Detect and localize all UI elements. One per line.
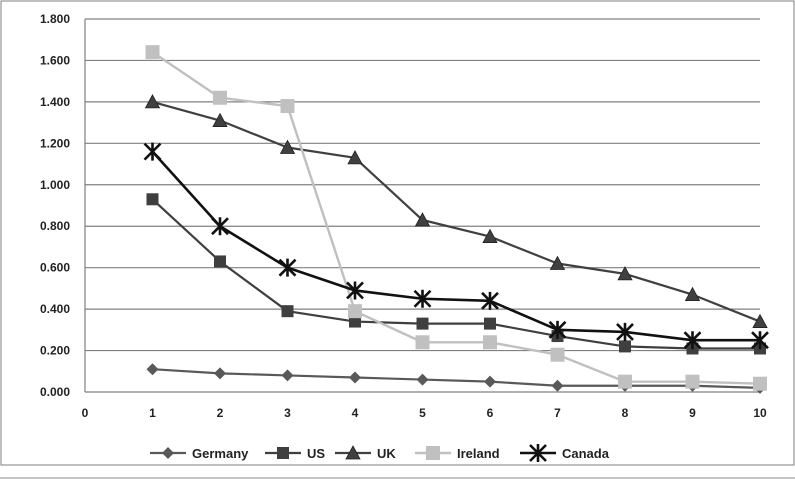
legend-label: US bbox=[307, 446, 325, 461]
data-point bbox=[414, 212, 431, 227]
legend-label: Ireland bbox=[457, 446, 500, 461]
y-tick-label: 0.000 bbox=[40, 385, 70, 399]
data-point bbox=[484, 317, 496, 330]
y-tick-labels: 0.000 0.200 0.400 0.600 0.800 1.000 1.200 1.400… bbox=[40, 12, 70, 399]
legend-marker bbox=[426, 446, 440, 460]
x-tick-labels: 0 1 2 3 4 5 6 7 8 9 10 bbox=[82, 406, 767, 420]
legend-label: Canada bbox=[562, 446, 610, 461]
data-point bbox=[416, 317, 429, 330]
data-point bbox=[349, 371, 361, 384]
data-point bbox=[684, 286, 701, 302]
data-point bbox=[549, 255, 566, 270]
data-point bbox=[413, 289, 432, 308]
data-point bbox=[685, 374, 700, 389]
data-point bbox=[213, 90, 227, 105]
data-point bbox=[211, 217, 229, 236]
legend-item-canada: Canada bbox=[520, 444, 610, 462]
y-tick-label: 1.000 bbox=[40, 178, 70, 192]
x-tick-label: 1 bbox=[149, 406, 156, 420]
y-tick-label: 1.600 bbox=[40, 53, 70, 67]
x-tick-label: 10 bbox=[753, 406, 767, 420]
data-point bbox=[214, 255, 226, 268]
data-point bbox=[143, 142, 162, 161]
x-tick-label: 3 bbox=[284, 406, 291, 420]
series-uk bbox=[144, 94, 768, 328]
axes bbox=[84, 19, 760, 393]
x-tick-label: 2 bbox=[217, 406, 224, 420]
data-point bbox=[146, 363, 159, 376]
legend-marker bbox=[162, 447, 174, 459]
x-tick-label: 4 bbox=[352, 406, 359, 420]
data-point bbox=[278, 258, 297, 277]
x-tick-label: 5 bbox=[419, 406, 426, 420]
legend-item-ireland: Ireland bbox=[415, 446, 500, 461]
y-tick-label: 0.600 bbox=[40, 261, 70, 275]
y-tick-label: 1.800 bbox=[40, 12, 70, 26]
data-point bbox=[279, 139, 296, 154]
data-point bbox=[146, 193, 159, 206]
series-line bbox=[152, 100, 761, 323]
legend-marker bbox=[345, 445, 361, 460]
data-point bbox=[616, 322, 634, 341]
data-point bbox=[551, 379, 564, 392]
data-point bbox=[683, 331, 702, 350]
data-point bbox=[347, 149, 363, 165]
legend-item-uk: UK bbox=[335, 445, 396, 461]
y-tick-label: 0.200 bbox=[40, 344, 70, 358]
y-tick-label: 0.400 bbox=[40, 302, 70, 316]
x-tick-label: 7 bbox=[554, 406, 561, 420]
y-tick-label: 1.200 bbox=[40, 136, 70, 150]
data-point bbox=[416, 373, 429, 386]
series-line bbox=[151, 198, 760, 350]
series-canada bbox=[143, 142, 769, 350]
series-us bbox=[146, 193, 766, 355]
data-point bbox=[280, 99, 295, 114]
data-point bbox=[281, 305, 294, 318]
data-point bbox=[212, 112, 228, 127]
legend-label: UK bbox=[377, 446, 396, 461]
x-tick-label: 9 bbox=[689, 406, 696, 420]
data-point bbox=[619, 340, 631, 353]
legend-marker bbox=[529, 444, 547, 462]
data-point bbox=[617, 266, 633, 281]
y-tick-label: 0.800 bbox=[40, 219, 70, 233]
legend-item-us: US bbox=[265, 446, 325, 461]
data-point bbox=[144, 94, 161, 109]
y-tick-label: 1.400 bbox=[40, 95, 70, 109]
data-point bbox=[548, 320, 567, 339]
x-tick-label: 0 bbox=[82, 406, 89, 420]
data-point bbox=[482, 228, 498, 243]
x-tick-label: 6 bbox=[487, 406, 494, 420]
data-point bbox=[550, 347, 565, 362]
data-point bbox=[753, 376, 767, 391]
data-point bbox=[484, 375, 496, 388]
data-point bbox=[348, 304, 362, 319]
series-ireland bbox=[145, 45, 767, 391]
series-line bbox=[151, 51, 761, 385]
data-point bbox=[281, 369, 294, 382]
data-point bbox=[752, 313, 768, 328]
data-point bbox=[751, 331, 769, 350]
data-point bbox=[618, 374, 632, 389]
data-point bbox=[483, 335, 497, 350]
series-group bbox=[143, 45, 769, 394]
legend-marker bbox=[277, 447, 289, 459]
data-point bbox=[214, 367, 226, 380]
chart-border bbox=[0, 0, 795, 466]
legend: Germany US UK Ireland Canada bbox=[150, 444, 610, 462]
data-point bbox=[346, 281, 364, 300]
data-point bbox=[415, 335, 430, 350]
series-line bbox=[151, 150, 760, 342]
data-point bbox=[349, 315, 361, 328]
legend-item-germany: Germany bbox=[150, 446, 249, 461]
series-line bbox=[152, 368, 761, 389]
x-tick-label: 8 bbox=[622, 406, 629, 420]
data-point bbox=[145, 45, 160, 60]
data-point bbox=[481, 291, 499, 310]
legend-label: Germany bbox=[192, 446, 249, 461]
